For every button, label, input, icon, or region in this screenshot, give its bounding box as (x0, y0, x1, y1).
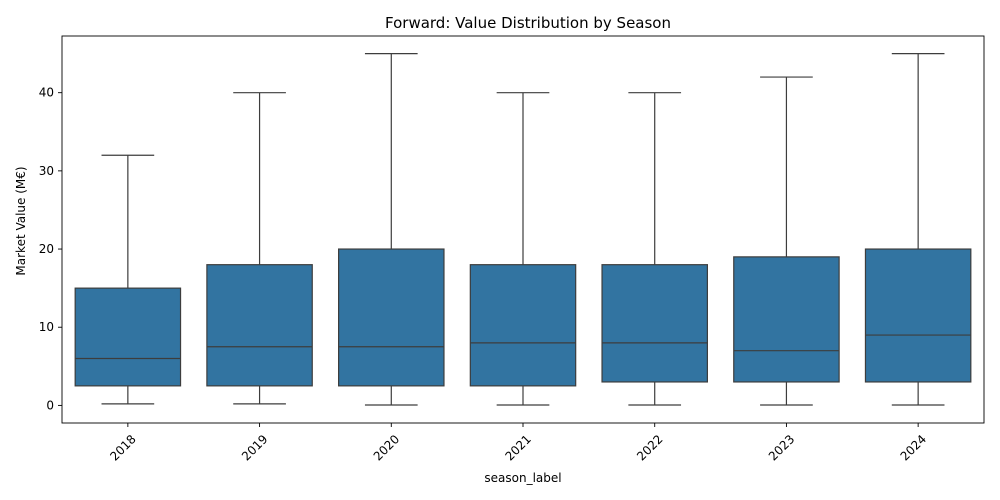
x-axis-label: season_label (484, 471, 561, 485)
chart-title: Forward: Value Distribution by Season (385, 14, 671, 32)
y-tick-label: 30 (39, 164, 54, 178)
box-2023 (733, 256, 840, 383)
x-tick-label: 2019 (239, 432, 270, 463)
box-2021 (469, 264, 577, 387)
y-tick-label: 40 (39, 86, 54, 100)
box-2024 (864, 248, 972, 383)
box-2019 (206, 264, 313, 387)
box-2018 (74, 287, 182, 387)
x-tick-label: 2021 (502, 432, 533, 463)
y-tick-label: 0 (46, 398, 54, 412)
y-tick-label: 10 (39, 320, 54, 334)
plot-area: 0 10 20 30 40 2018 2019 2020 2021 2022 2023 2024 (39, 52, 972, 464)
x-tick-label: 2018 (107, 432, 138, 463)
box-2020 (338, 248, 445, 387)
y-tick-label: 20 (39, 242, 54, 256)
box-2022 (601, 264, 708, 383)
x-tick-label: 2020 (371, 432, 402, 463)
x-tick-label: 2022 (634, 432, 665, 463)
x-tick-label: 2023 (766, 432, 797, 463)
y-axis-label: Market Value (M€) (14, 166, 28, 275)
x-tick-label: 2024 (898, 432, 929, 463)
plot-frame (61, 35, 985, 424)
